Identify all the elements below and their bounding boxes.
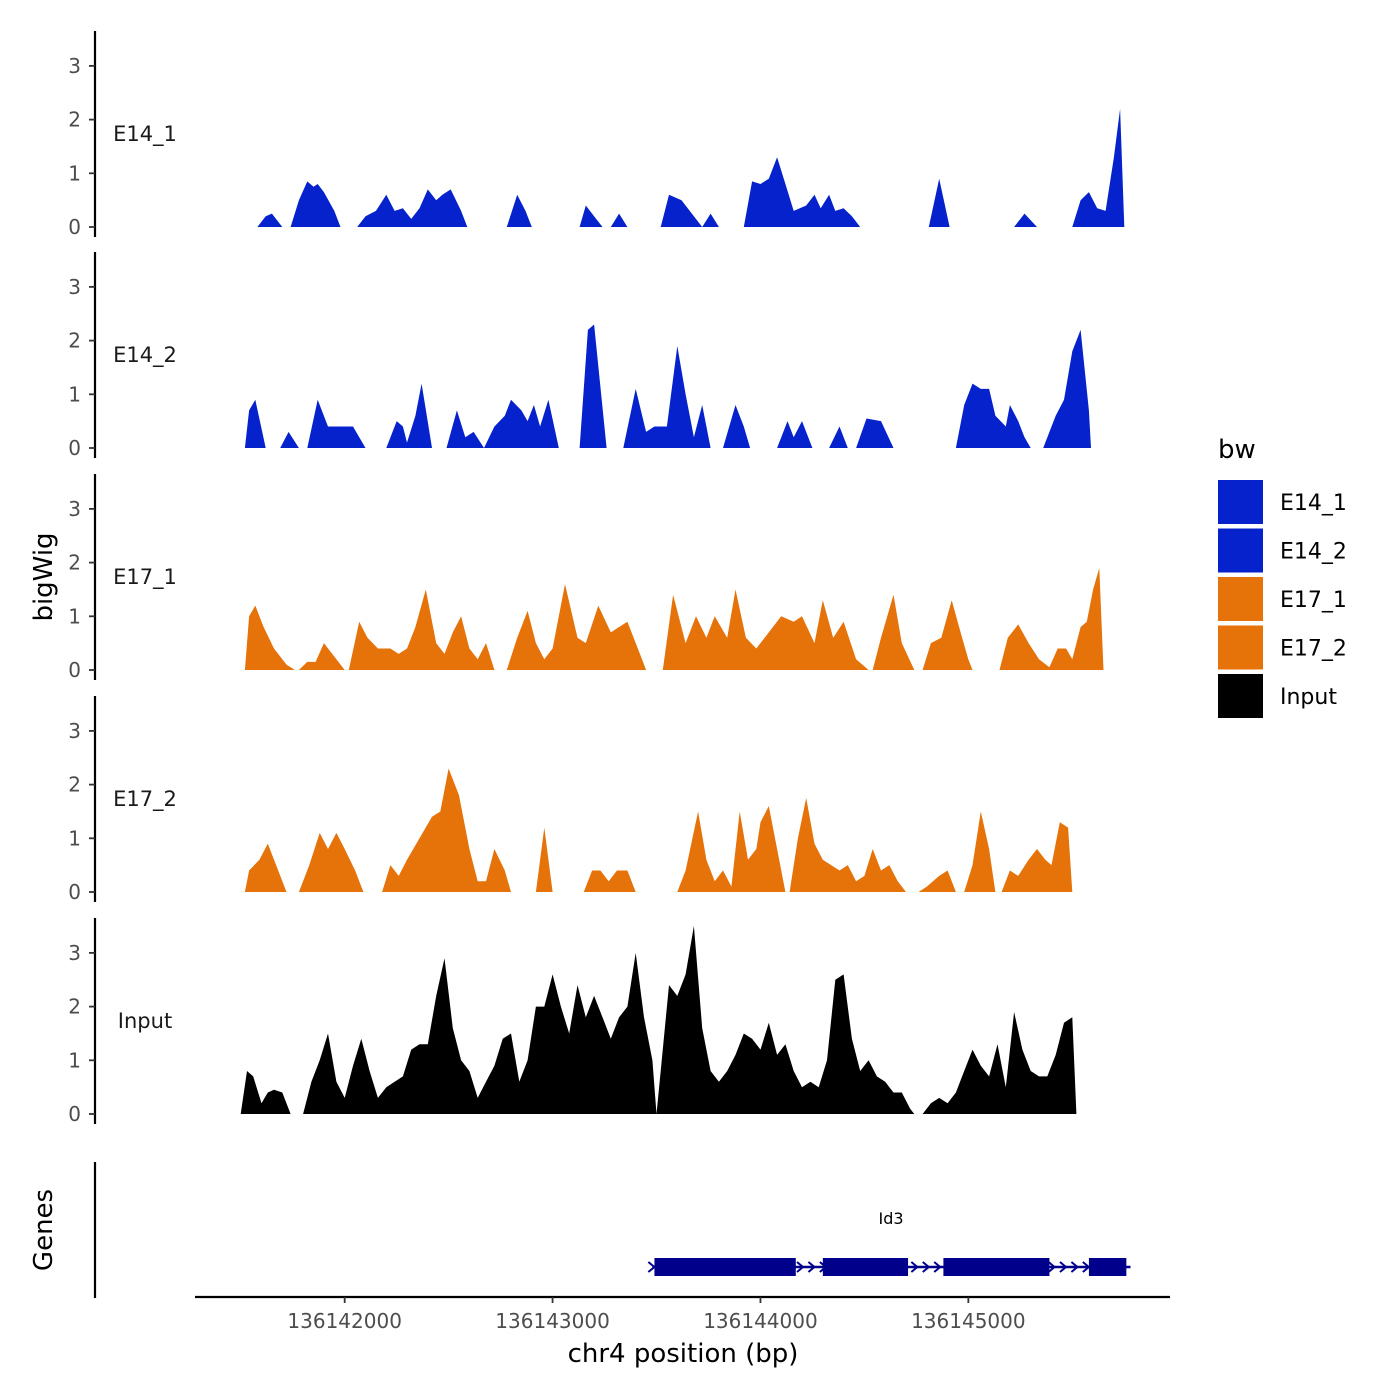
y-tick-label: 1 [68, 382, 81, 406]
y-tick-label: 2 [68, 551, 81, 575]
x-tick-label: 136144000 [703, 1309, 818, 1333]
signal-area-e17_1 [244, 568, 1104, 670]
strand-arrow [1047, 1261, 1057, 1273]
legend-swatch [1218, 674, 1263, 718]
y-tick-label: 2 [68, 773, 81, 797]
strand-arrow [910, 1261, 919, 1273]
track-panel-e17_1: 0 1 2 3 E17_1 [68, 474, 1104, 682]
strand-arrow [1059, 1261, 1068, 1273]
y-tick-label: 1 [68, 826, 81, 850]
legend-swatch [1218, 528, 1263, 573]
y-tick-label: 3 [68, 719, 81, 743]
gene-label: Id3 [878, 1209, 903, 1228]
track-label: E14_1 [113, 122, 177, 147]
track-panel-e17_2: 0 1 2 3 E17_2 [68, 696, 1073, 904]
x-tick-label: 136145000 [911, 1309, 1026, 1333]
strand-arrow [647, 1261, 656, 1273]
signal-area-input [240, 926, 1077, 1114]
x-tick-label: 136142000 [287, 1309, 402, 1333]
genes-panel: Id3 [93, 1162, 1131, 1298]
y-tick-label: 1 [68, 1048, 81, 1072]
track-label: Input [118, 1009, 172, 1033]
legend-label: E17_1 [1280, 588, 1347, 613]
gene-id3: Id3 [647, 1209, 1131, 1276]
legend-label: Input [1280, 685, 1337, 710]
y-tick-label: 1 [68, 161, 81, 185]
y-tick-label: 0 [68, 215, 81, 239]
y-tick-label: 0 [68, 880, 81, 904]
y-tick-label: 2 [68, 995, 81, 1019]
track-panel-e14_2: 0 1 2 3 E14_2 [68, 252, 1091, 460]
legend-label: E14_1 [1280, 491, 1347, 516]
y-tick-label: 3 [68, 497, 81, 521]
signal-area-e17_2 [244, 768, 1073, 892]
legend: bw E14_1 E14_2 E17_1 E17_2 Input [1218, 435, 1347, 718]
gene-exon [1088, 1258, 1127, 1276]
y-tick-label: 3 [68, 54, 81, 78]
track-panel-e14_1: 0 1 2 3 E14_1 [68, 31, 1125, 239]
legend-swatch [1218, 625, 1263, 670]
track-label: E14_2 [113, 343, 177, 368]
legend-swatch [1218, 577, 1263, 621]
x-tick-label: 136143000 [495, 1309, 610, 1333]
legend-label: E14_2 [1280, 540, 1347, 565]
strand-arrow [922, 1261, 931, 1273]
y-tick-label: 1 [68, 604, 81, 628]
genes-axis-title: Genes [29, 1189, 59, 1271]
strand-arrow [1082, 1261, 1091, 1273]
strand-arrow [807, 1261, 816, 1273]
y-tick-label: 0 [68, 658, 81, 682]
legend-title: bw [1218, 435, 1256, 465]
strand-arrow [796, 1261, 805, 1273]
y-tick-label: 3 [68, 275, 81, 299]
strand-arrow [933, 1261, 942, 1273]
track-label: E17_2 [113, 787, 177, 812]
y-tick-label: 2 [68, 329, 81, 353]
gene-exon [822, 1258, 909, 1276]
y-tick-label: 3 [68, 941, 81, 965]
signal-area-e14_2 [244, 324, 1091, 448]
gene-exon [943, 1258, 1050, 1276]
track-label: E17_1 [113, 565, 177, 590]
x-axis: 136142000 136143000 136144000 136145000 [195, 1295, 1170, 1333]
x-axis-title: chr4 position (bp) [568, 1339, 799, 1369]
y-axis-title: bigWig [29, 532, 59, 621]
legend-swatch [1218, 480, 1263, 524]
signal-area-e14_1 [257, 108, 1125, 227]
y-tick-label: 0 [68, 436, 81, 460]
strand-arrow [1070, 1261, 1079, 1273]
y-tick-label: 2 [68, 108, 81, 132]
track-panel-input: 0 1 2 3 Input [68, 918, 1077, 1126]
gene-exon [654, 1258, 796, 1276]
legend-label: E17_2 [1280, 637, 1347, 662]
track-panels: 0 1 2 3 E14_1 0 1 2 3 E14_2 0 1 2 3 E17_1 0 1 2 3 E17_2 0 1 2 3… [68, 31, 1125, 1126]
y-tick-label: 0 [68, 1102, 81, 1126]
